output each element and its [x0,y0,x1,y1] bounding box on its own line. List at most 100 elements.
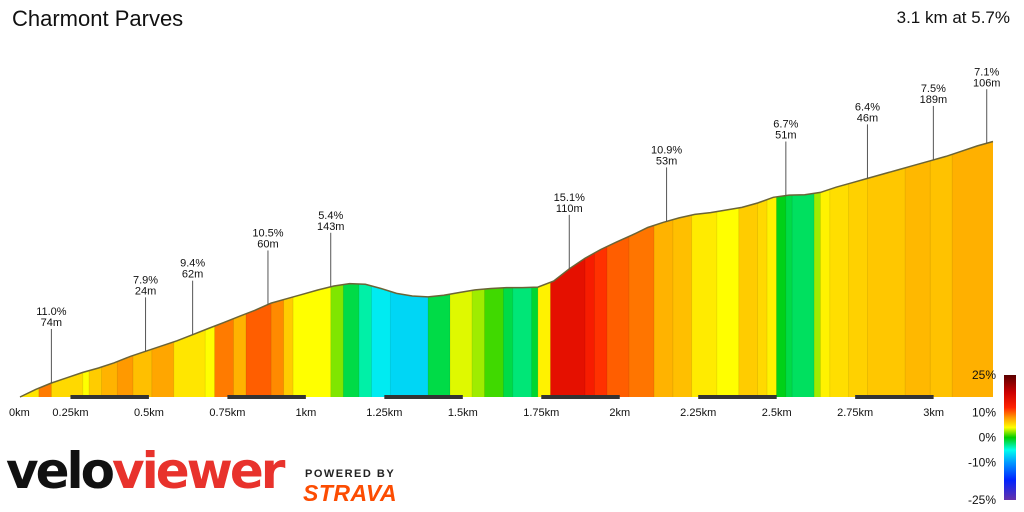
gradient-band [628,141,655,397]
distance-axis: 0km 0.25km 0.5km 0.75km 1km 1.25km 1.5km 1.75km… [9,395,944,419]
gradient-band [829,141,850,397]
segment-summary: 3.1 km at 5.7% [896,8,1010,27]
annotation-length: 60m [257,238,278,250]
gradient-band [173,141,206,397]
powered-by-label: POWERED BY [305,468,396,480]
gradient-band [233,141,247,397]
x-tick-label: 1.25km [366,407,402,419]
x-tick-label: 1.75km [523,407,559,419]
legend-label: 25% [972,368,996,382]
gradient-band [905,141,931,397]
annotation-grade: 7.5% [921,83,946,95]
gradient-band [606,141,630,397]
x-tick-label: 2.25km [680,407,716,419]
axis-segment [541,395,620,399]
annotation-length: 24m [135,285,156,297]
annotation-length: 62m [182,269,203,281]
axis-segment [70,395,149,399]
annotation-grade: 11.0% [36,306,67,318]
gradient-band [51,141,84,397]
gradient-band [785,141,793,397]
gradient-band [537,141,552,397]
gradient-band [390,141,429,397]
annotation-length: 143m [317,221,345,233]
annotation-grade: 5.4% [318,210,343,222]
x-tick-label: 1.5km [448,407,478,419]
logo-velo-text: velo [6,442,115,500]
x-tick-label: 0.5km [134,407,164,419]
x-tick-label: 2km [609,407,630,419]
gradient-band [20,141,40,397]
gradient-band [550,141,586,397]
x-tick-label: 2.75km [837,407,873,419]
annotation-length: 46m [857,112,878,124]
annotation-grade: 6.7% [773,119,798,131]
legend-label: -25% [968,493,996,507]
annotation-length: 106m [973,77,1001,89]
x-tick-label: 0.75km [209,407,245,419]
annotation-grade: 7.1% [974,66,999,78]
gradient-band [151,141,175,397]
gradient-band [930,141,953,397]
annotation-length: 74m [41,317,62,329]
veloviewer-logo[interactable]: veloviewer [6,446,285,496]
gradient-legend: 25% 10% 0% -10% -25% [968,368,1016,507]
climb-annotations: 11.0%74m 7.9%24m 9.4%62m 10.5%60m 5.4%143m 15… [36,66,1000,383]
annotation-grade: 10.5% [252,227,283,239]
annotation-grade: 7.9% [133,274,158,286]
x-tick-label: 2.5km [762,407,792,419]
x-tick-label: 0km [9,407,30,419]
gradient-band [814,141,821,397]
gradient-band [214,141,235,397]
axis-segment [698,395,777,399]
gradient-band [358,141,373,397]
gradient-band [848,141,869,397]
legend-label: 10% [972,406,996,420]
x-tick-label: 3km [923,407,944,419]
annotation-grade: 6.4% [855,101,880,113]
gradient-bands [20,141,993,397]
annotation-length: 189m [920,94,948,106]
axis-segment [227,395,306,399]
annotation-length: 110m [556,203,583,215]
gradient-band [792,141,815,397]
axis-segment [855,395,934,399]
legend-label: 0% [979,431,997,445]
gradient-band [371,141,391,397]
x-tick-label: 0.25km [52,407,88,419]
annotation-length: 51m [775,130,796,142]
gradient-band [283,141,294,397]
annotation-length: 53m [656,155,677,167]
gradient-band [757,141,768,397]
gradient-band [716,141,740,397]
gradient-band [654,141,674,397]
gradient-band [767,141,778,397]
legend-color-bar [1004,375,1016,500]
gradient-band [594,141,608,397]
strava-logo[interactable]: STRAVA [303,480,398,506]
annotation-grade: 9.4% [180,258,205,270]
x-tick-label: 1km [295,407,316,419]
gradient-band [343,141,360,397]
gradient-band [89,141,103,397]
gradient-band [738,141,759,397]
gradient-band [531,141,539,397]
gradient-band [450,141,473,397]
gradient-band [691,141,718,397]
gradient-band [38,141,52,397]
gradient-band [471,141,486,397]
annotation-grade: 15.1% [554,192,585,204]
gradient-band [867,141,906,397]
gradient-band [132,141,153,397]
gradient-band [428,141,451,397]
logo-viewer-text: viewer [112,442,285,500]
gradient-band [776,141,787,397]
gradient-band [820,141,831,397]
gradient-band [584,141,595,397]
gradient-band [117,141,134,397]
gradient-band [484,141,504,397]
gradient-band [101,141,118,397]
legend-label: -10% [968,456,996,470]
gradient-band [672,141,693,397]
